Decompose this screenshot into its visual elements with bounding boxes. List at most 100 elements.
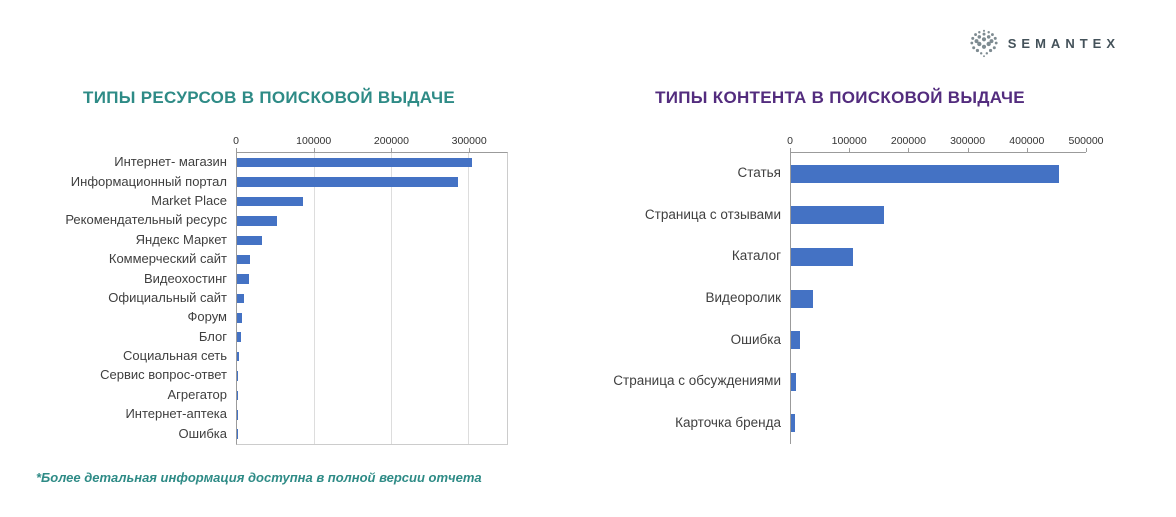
bar — [237, 274, 249, 284]
bar-row — [237, 328, 507, 347]
bar — [237, 177, 459, 187]
bar — [791, 289, 814, 308]
bar — [237, 371, 239, 381]
bar — [791, 372, 796, 391]
plot-grid — [790, 152, 1086, 445]
bar — [237, 351, 239, 362]
category-label: Информационный портал — [70, 173, 227, 189]
bar — [791, 247, 853, 266]
category-label: Карточка бренда — [675, 414, 781, 430]
semantex-logo: SEMANTEX — [969, 28, 1120, 58]
x-tick-label: 100000 — [296, 135, 332, 147]
plot-area: 0 100000 200000 300000 400000 500000 — [787, 134, 1104, 445]
category-label: Официальный сайт — [108, 289, 227, 305]
bar-row — [237, 366, 507, 385]
category-label: Видеоролик — [705, 290, 781, 306]
x-tick-label: 400000 — [1009, 135, 1045, 147]
bar — [237, 293, 244, 304]
bar — [237, 216, 278, 226]
bar-row — [237, 424, 507, 443]
x-tick-mark — [908, 148, 910, 152]
bar — [237, 332, 241, 342]
category-label: Статья — [737, 165, 781, 181]
x-tick-label: 200000 — [890, 135, 926, 147]
bar — [791, 164, 1060, 183]
category-label: Интернет- магазин — [114, 154, 227, 170]
bar-row — [791, 153, 1086, 195]
resource-types-chart-title: ТИПЫ РЕСУРСОВ В ПОИСКОВОЙ ВЫДАЧЕ — [83, 88, 455, 107]
semantex-logo-text: SEMANTEX — [1007, 35, 1120, 51]
x-tick-label: 0 — [233, 135, 239, 147]
bar-row — [791, 278, 1086, 320]
bar — [237, 196, 304, 207]
content-types-chart: ТИПЫ КОНТЕНТА В ПОИСКОВОЙ ВЫДАЧЕ Статья С… — [594, 88, 1104, 445]
category-label: Видеохостинг — [143, 270, 227, 286]
resource-types-chart-body: Интернет- магазин Информационный портал Ma… — [30, 134, 508, 445]
category-labels: Статья Страница с отзывами Каталог Видеорол… — [594, 152, 790, 444]
bar-row — [237, 347, 507, 366]
bar-row — [237, 269, 507, 288]
x-axis: 0 100000 200000 300000 — [233, 134, 508, 152]
category-label: Блог — [198, 328, 227, 344]
x-tick-mark — [790, 148, 791, 152]
bar-row — [237, 192, 507, 211]
bar-row — [237, 153, 507, 172]
bar-row — [237, 211, 507, 230]
bar — [791, 331, 800, 350]
category-label: Агрегатор — [167, 386, 227, 402]
bar-row — [237, 172, 507, 191]
x-tick-mark — [967, 148, 969, 152]
bar — [791, 414, 795, 433]
bar-row — [791, 361, 1086, 403]
x-axis: 0 100000 200000 300000 400000 500000 — [787, 134, 1104, 152]
category-label: Market Place — [151, 192, 227, 208]
footnote: *Более детальная информация доступна в п… — [36, 470, 482, 485]
gridline — [391, 153, 393, 444]
x-tick-mark — [849, 148, 851, 152]
category-label: Яндекс Маркет — [135, 231, 227, 247]
bar — [237, 390, 238, 401]
bar — [237, 157, 473, 168]
bar-row — [791, 195, 1086, 237]
category-label: Каталог — [731, 248, 781, 264]
category-label: Ошибка — [730, 331, 781, 347]
resource-types-chart: ТИПЫ РЕСУРСОВ В ПОИСКОВОЙ ВЫДАЧЕ Интерне… — [30, 88, 508, 445]
x-tick-label: 300000 — [451, 135, 487, 147]
category-labels: Интернет- магазин Информационный портал Ma… — [30, 152, 236, 445]
charts-row: ТИПЫ РЕСУРСОВ В ПОИСКОВОЙ ВЫДАЧЕ Интерне… — [30, 88, 1104, 445]
bar-row — [237, 308, 507, 327]
x-tick-label: 0 — [787, 135, 793, 147]
category-label: Форум — [187, 309, 228, 325]
category-label: Сервис вопрос-ответ — [100, 367, 227, 383]
x-tick-label: 500000 — [1068, 135, 1104, 147]
bar — [237, 254, 251, 265]
bar-row — [237, 386, 507, 405]
plot-area: 0 100000 200000 300000 — [233, 134, 508, 445]
x-tick-label: 300000 — [950, 135, 986, 147]
content-types-chart-title: ТИПЫ КОНТЕНТА В ПОИСКОВОЙ ВЫДАЧЕ — [655, 88, 1025, 107]
bar-row — [237, 289, 507, 308]
gridline — [468, 153, 470, 444]
category-label: Страница с отзывами — [644, 206, 781, 222]
category-label: Интернет-аптека — [125, 406, 227, 422]
x-tick-label: 100000 — [831, 135, 867, 147]
x-tick-mark — [469, 148, 471, 152]
semantex-dotted-globe-icon — [970, 29, 998, 58]
bar — [791, 206, 884, 225]
category-label: Ошибка — [178, 425, 227, 441]
x-tick-mark — [236, 148, 237, 152]
x-tick-mark — [1026, 148, 1028, 152]
bar-row — [791, 403, 1086, 445]
bar — [237, 313, 242, 323]
x-tick-mark — [391, 148, 393, 152]
gridline — [314, 153, 316, 444]
plot-grid — [236, 152, 508, 445]
category-label: Страница с обсуждениями — [613, 373, 781, 389]
bar — [237, 235, 263, 245]
x-tick-mark — [1086, 148, 1087, 152]
bar-row — [237, 405, 507, 424]
category-label: Рекомендательный ресурс — [65, 212, 227, 228]
x-tick-mark — [313, 148, 315, 152]
content-types-chart-body: Статья Страница с отзывами Каталог Видеорол… — [594, 134, 1104, 445]
